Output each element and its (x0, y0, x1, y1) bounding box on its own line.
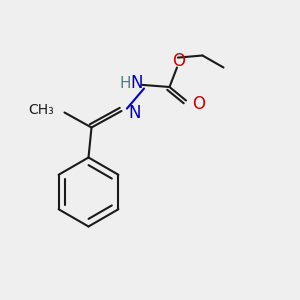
Text: CH₃: CH₃ (28, 103, 54, 116)
Text: N: N (128, 103, 141, 122)
Text: O: O (193, 94, 206, 112)
Text: N: N (130, 74, 143, 92)
Text: H: H (119, 76, 130, 91)
Text: O: O (172, 52, 185, 70)
